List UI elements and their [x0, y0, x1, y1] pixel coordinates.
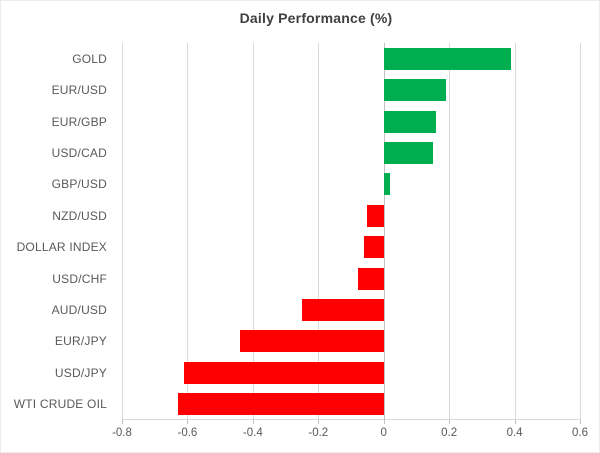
bar-dollar-index [364, 236, 384, 259]
category-label-dollar-index: DOLLAR INDEX [16, 240, 107, 255]
gridline [514, 43, 516, 420]
x-tick-label: 0.2 [441, 427, 458, 439]
category-label-usd-cad: USD/CAD [51, 145, 107, 160]
bar-wti-crude-oil [177, 393, 384, 416]
axis-tick [187, 420, 189, 424]
category-label-nzd-usd: NZD/USD [52, 208, 107, 223]
bar-usd-cad [383, 141, 433, 164]
chart-title: Daily Performance (%) [239, 10, 393, 26]
gridline [449, 43, 451, 420]
x-tick-label: 0 [380, 427, 387, 439]
x-tick-label: -0.6 [177, 427, 198, 439]
x-tick-label: -0.8 [112, 427, 132, 439]
x-tick-label: -0.2 [308, 427, 329, 439]
bar-aud-usd [301, 299, 384, 322]
gridline [187, 43, 189, 420]
axis-tick [252, 420, 254, 424]
category-label-usd-jpy: USD/JPY [54, 365, 107, 380]
bar-eur-usd [383, 79, 446, 102]
bar-usd-jpy [184, 361, 384, 384]
gridline [252, 43, 254, 420]
category-label-gold: GOLD [72, 51, 107, 66]
x-tick-label: -0.4 [242, 427, 263, 439]
x-tick-label: 0.6 [572, 427, 588, 439]
gridline [580, 43, 581, 420]
gridline [122, 43, 123, 420]
category-label-eur-jpy: EUR/JPY [54, 334, 107, 349]
category-label-wti-crude-oil: WTI CRUDE OIL [13, 397, 107, 412]
category-label-usd-chf: USD/CHF [52, 271, 107, 286]
category-label-aud-usd: AUD/USD [51, 303, 107, 318]
bar-gbp-usd [383, 173, 391, 196]
bar-gold [383, 47, 512, 70]
axis-tick [122, 420, 123, 424]
category-axis-labels: GOLD EUR/USD EUR/GBP USD/CAD GBP/USD NZD/USD D… [1, 43, 109, 420]
bar-eur-gbp [383, 110, 437, 133]
axis-tick [383, 420, 385, 424]
axis-tick [449, 420, 451, 424]
axis-tick [318, 420, 320, 424]
category-label-gbp-usd: GBP/USD [51, 177, 107, 192]
plot-area: -0.8 -0.6 -0.4 -0.2 0 0.2 0.4 0.6 [112, 43, 588, 439]
x-tick-label: 0.4 [506, 427, 523, 439]
bar-eur-jpy [239, 330, 384, 353]
x-axis-line [122, 419, 580, 420]
bar-nzd-usd [367, 204, 384, 227]
zero-gridline [383, 43, 385, 420]
category-label-eur-gbp: EUR/GBP [51, 114, 107, 129]
bar-usd-chf [357, 267, 384, 290]
axis-tick [580, 420, 581, 424]
category-label-eur-usd: EUR/USD [51, 83, 107, 98]
axis-tick [514, 420, 516, 424]
gridline [318, 43, 320, 420]
